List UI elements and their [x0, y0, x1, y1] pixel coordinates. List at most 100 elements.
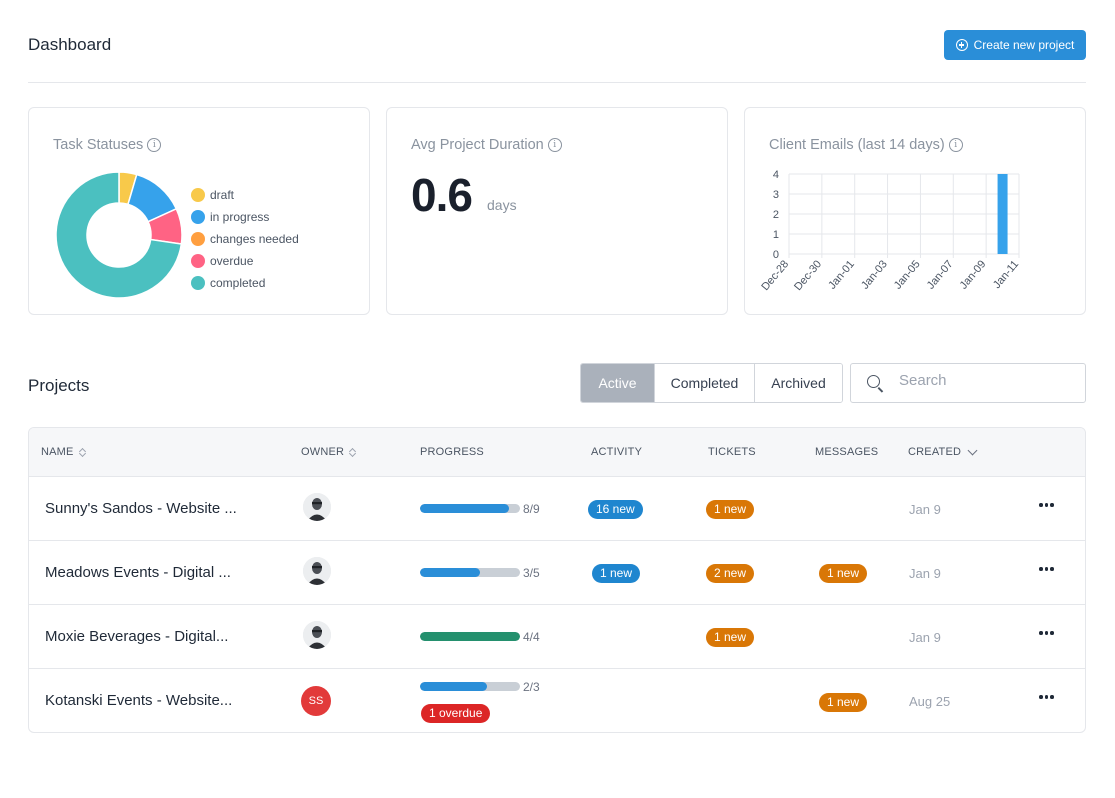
tickets-badge[interactable]: 1 new	[706, 628, 755, 647]
legend-swatch	[191, 188, 205, 202]
avg-duration-unit: days	[487, 197, 517, 213]
messages-badge[interactable]: 1 new	[819, 564, 868, 583]
table-row[interactable]: Moxie Beverages - Digital... 4/4 1 new J…	[29, 605, 1085, 669]
x-tick-label: Jan-09	[958, 258, 989, 291]
column-header-tickets: TICKETS	[708, 446, 756, 458]
x-tick-label: Jan-05	[892, 258, 923, 291]
legend-item[interactable]: completed	[191, 272, 299, 294]
card-title-text: Avg Project Duration	[411, 137, 544, 153]
search-input[interactable]	[899, 372, 1069, 389]
legend-label: completed	[210, 276, 266, 290]
created-date: Jan 9	[909, 502, 941, 517]
tab-archived[interactable]: Archived	[754, 364, 842, 402]
created-date: Jan 9	[909, 630, 941, 645]
avatar	[303, 557, 331, 585]
column-label: PROGRESS	[420, 446, 484, 458]
avg-duration-value: 0.6	[411, 169, 473, 221]
more-options-button[interactable]	[1039, 500, 1057, 510]
info-icon[interactable]: i	[147, 138, 162, 152]
table-header: NAME OWNER PROGRESS ACTIVITY TICKETS MES…	[29, 428, 1085, 477]
legend-item[interactable]: in progress	[191, 206, 299, 228]
tickets-badge[interactable]: 2 new	[706, 564, 755, 583]
more-options-button[interactable]	[1039, 692, 1057, 702]
donut-slice-completed[interactable]	[55, 172, 183, 299]
y-tick-label: 4	[773, 169, 779, 181]
column-label: TICKETS	[708, 446, 756, 458]
column-header-owner[interactable]: OWNER	[301, 446, 356, 458]
project-filter-tabs: Active Completed Archived	[580, 363, 843, 403]
column-label: NAME	[41, 446, 74, 458]
task-statuses-card: Task Statuses i draft in progress changes …	[28, 107, 370, 315]
overdue-badge[interactable]: 1 overdue	[421, 704, 491, 723]
column-label: OWNER	[301, 446, 345, 458]
card-title-client-emails: Client Emails (last 14 days) i	[769, 137, 963, 153]
projects-title: Projects	[28, 376, 90, 395]
legend-swatch	[191, 232, 205, 246]
table-row[interactable]: Sunny's Sandos - Website ... 8/9 16 new …	[29, 477, 1085, 541]
progress-label: 4/4	[523, 630, 540, 644]
y-tick-label: 0	[773, 249, 779, 261]
column-header-created[interactable]: CREATED	[908, 445, 978, 458]
table-row[interactable]: Meadows Events - Digital ... 3/5 1 new 2…	[29, 541, 1085, 605]
card-title-text: Client Emails (last 14 days)	[769, 137, 945, 153]
project-name[interactable]: Moxie Beverages - Digital...	[45, 628, 229, 645]
column-header-progress: PROGRESS	[420, 446, 484, 458]
created-date: Jan 9	[909, 566, 941, 581]
legend-item[interactable]: draft	[191, 184, 299, 206]
activity-badge[interactable]: 16 new	[588, 500, 643, 519]
avg-duration-card: Avg Project Duration i 0.6 days	[386, 107, 728, 315]
chevron-down-icon	[967, 445, 978, 455]
legend-swatch	[191, 276, 205, 290]
progress-bar	[420, 504, 520, 513]
more-options-button[interactable]	[1039, 628, 1057, 638]
y-tick-label: 1	[773, 229, 779, 241]
column-label: CREATED	[908, 446, 962, 458]
project-name[interactable]: Meadows Events - Digital ...	[45, 564, 231, 581]
legend-label: overdue	[210, 254, 254, 268]
legend-item[interactable]: changes needed	[191, 228, 299, 250]
progress-fill	[420, 568, 480, 577]
progress-label: 2/3	[523, 680, 540, 694]
y-tick-label: 2	[773, 209, 779, 221]
tab-active[interactable]: Active	[581, 364, 654, 402]
legend-item[interactable]: overdue	[191, 250, 299, 272]
card-title-avg-duration: Avg Project Duration i	[411, 137, 562, 153]
create-project-label: Create new project	[973, 38, 1075, 52]
avatar: SS	[301, 686, 331, 716]
project-name[interactable]: Sunny's Sandos - Website ...	[45, 500, 237, 517]
progress-bar	[420, 682, 520, 691]
project-name[interactable]: Kotanski Events - Website...	[45, 692, 233, 709]
create-project-button[interactable]: Create new project	[944, 30, 1086, 60]
progress-bar	[420, 568, 520, 577]
projects-table: NAME OWNER PROGRESS ACTIVITY TICKETS MES…	[28, 427, 1086, 733]
progress-fill	[420, 682, 487, 691]
avatar	[303, 493, 331, 521]
x-tick-label: Dec-28	[759, 258, 791, 293]
activity-badge[interactable]: 1 new	[592, 564, 641, 583]
x-tick-label: Dec-30	[792, 258, 824, 293]
column-header-messages: MESSAGES	[815, 446, 878, 458]
y-tick-label: 3	[773, 189, 779, 201]
progress-fill	[420, 632, 520, 641]
info-icon[interactable]: i	[547, 138, 562, 152]
x-tick-label: Jan-01	[826, 258, 857, 291]
more-options-button[interactable]	[1039, 564, 1057, 574]
progress-bar	[420, 632, 520, 641]
bar-Jan-10	[997, 174, 1008, 254]
task-status-donut-chart	[55, 172, 183, 299]
column-label: MESSAGES	[815, 446, 879, 458]
avatar	[303, 621, 331, 649]
tab-completed[interactable]: Completed	[654, 364, 754, 402]
info-icon[interactable]: i	[948, 138, 963, 152]
sort-icon	[79, 448, 86, 457]
task-status-legend: draft in progress changes needed overdue com…	[191, 184, 299, 294]
tickets-badge[interactable]: 1 new	[706, 500, 755, 519]
column-header-name[interactable]: NAME	[41, 446, 86, 458]
messages-badge[interactable]: 1 new	[819, 693, 868, 712]
legend-swatch	[191, 210, 205, 224]
x-tick-label: Jan-03	[859, 258, 890, 291]
column-label: ACTIVITY	[591, 446, 643, 458]
legend-label: changes needed	[210, 232, 299, 246]
legend-swatch	[191, 254, 205, 268]
table-row[interactable]: Kotanski Events - Website... SS 2/3 1 ov…	[29, 669, 1085, 732]
